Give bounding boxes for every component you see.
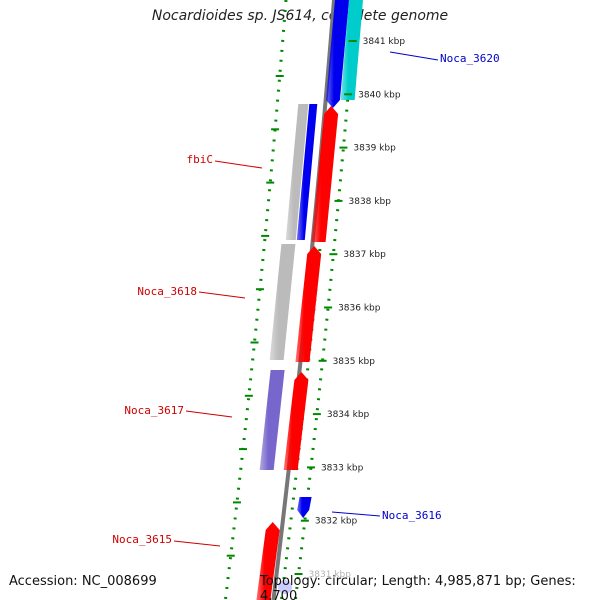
gene-noca-3617-purple — [259, 370, 285, 470]
gene-fbic-shadow — [285, 104, 309, 240]
topology-text: Topology: circular; Length: 4,985,871 bp… — [260, 574, 576, 600]
scale-tick-label: 3841 kbp — [363, 37, 406, 47]
gene-noca-3615 — [256, 522, 280, 600]
gene-label: Noca_3616 — [382, 509, 442, 522]
gene-label: Noca_3617 — [124, 404, 184, 417]
gene-label-leader — [389, 51, 439, 61]
gene-noca-3618-shadow — [269, 244, 296, 360]
gene-label-leader — [214, 160, 263, 169]
gene-label-leader — [173, 540, 221, 547]
scale-tick-label: 3835 kbp — [333, 357, 376, 367]
gene-fbic-forward — [311, 106, 339, 242]
gene-label-leader — [331, 511, 381, 517]
gene-marker-bottom — [278, 580, 292, 594]
scale-tick-label: 3834 kbp — [327, 410, 370, 420]
scale-tick-label: 3837 kbp — [343, 250, 386, 260]
gene-features — [256, 0, 363, 600]
scale-tick-label: 3839 kbp — [353, 144, 396, 154]
gene-noca-3620-cyan — [340, 0, 363, 100]
scale-tick-label: 3838 kbp — [349, 197, 392, 207]
scale-tick-label: 3833 kbp — [321, 463, 364, 473]
gene-label: Noca_3620 — [440, 52, 500, 65]
gene-label: fbiC — [187, 153, 214, 166]
scale-tick-label: 3831 kbp — [309, 570, 352, 580]
gene-label-leader — [198, 291, 246, 299]
tick-dot-ring — [223, 0, 288, 600]
gene-fbic — [296, 104, 318, 240]
gene-label: Noca_3618 — [137, 285, 197, 298]
gene-labels: Noca_3620 fbiC Noca_3618 Noca_3617 Noca_3616… — [112, 51, 500, 547]
scale-tick-label: 3832 kbp — [315, 517, 358, 527]
accession-text: Accession: NC_008699 — [9, 574, 157, 589]
gene-noca-3617 — [283, 372, 309, 470]
gene-noca-3620 — [325, 0, 349, 108]
scale-tick-label: 3836 kbp — [338, 304, 381, 314]
genome-title: Nocardioides sp. JS614, complete genome — [151, 8, 449, 24]
scale-tick-label: 3840 kbp — [358, 90, 401, 100]
gene-noca-3618 — [295, 246, 322, 362]
gene-label: Noca_3615 — [112, 533, 172, 546]
scale-ticks: 3841 kbp 3840 kbp 3839 kbp 3838 kbp 3837 kbp… — [226, 37, 406, 580]
gene-label-leader — [185, 410, 233, 418]
gene-noca-3616 — [297, 497, 312, 518]
